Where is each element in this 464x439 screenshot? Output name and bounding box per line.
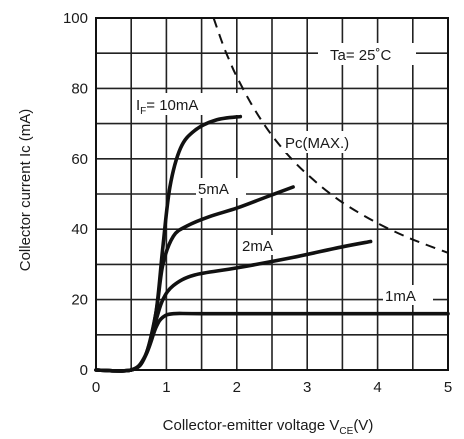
- svg-text:5mA: 5mA: [198, 181, 229, 198]
- series-lines: [94, 114, 450, 373]
- temperature-annotation: Ta= 25˚C: [318, 43, 416, 65]
- y-tick-label: 0: [80, 362, 88, 379]
- pc-max-label: Pc(MAX.): [283, 131, 369, 153]
- y-tick-label: 20: [71, 292, 88, 309]
- svg-text:IF= 10mA: IF= 10mA: [136, 97, 198, 117]
- y-tick-label: 80: [71, 80, 88, 97]
- y-tick-labels: 0 20 40 60 80 100: [63, 10, 88, 379]
- series-label-5ma: 5mA: [196, 178, 246, 198]
- series-label-10ma: IF= 10mA: [132, 93, 240, 117]
- x-tick-label: 0: [92, 379, 100, 396]
- x-tick-label: 3: [303, 379, 311, 396]
- x-tick-label: 4: [373, 379, 381, 396]
- svg-text:Ta= 25˚C: Ta= 25˚C: [330, 47, 391, 64]
- svg-text:Pc(MAX.): Pc(MAX.): [285, 135, 349, 152]
- series-label-1ma: 1mA: [383, 285, 433, 305]
- pc-max-curve: [212, 17, 449, 254]
- series-label-2ma: 2mA: [240, 235, 292, 255]
- x-axis-label: Collector-emitter voltage VCE(V): [163, 417, 374, 437]
- y-tick-label: 60: [71, 151, 88, 168]
- y-axis-label: Collector current Ic (mA): [17, 109, 34, 272]
- x-tick-label: 5: [444, 379, 452, 396]
- series-line-2ma: [94, 239, 373, 373]
- y-tick-label: 100: [63, 10, 88, 27]
- svg-text:1mA: 1mA: [385, 288, 416, 305]
- series-line-1ma: [94, 311, 450, 373]
- x-tick-label: 1: [162, 379, 170, 396]
- x-tick-label: 2: [233, 379, 241, 396]
- series-line-5ma: [94, 185, 295, 373]
- svg-text:2mA: 2mA: [242, 238, 273, 255]
- y-tick-label: 40: [71, 221, 88, 238]
- plot-frame: [95, 17, 449, 371]
- x-tick-labels: 0 1 2 3 4 5: [92, 379, 452, 396]
